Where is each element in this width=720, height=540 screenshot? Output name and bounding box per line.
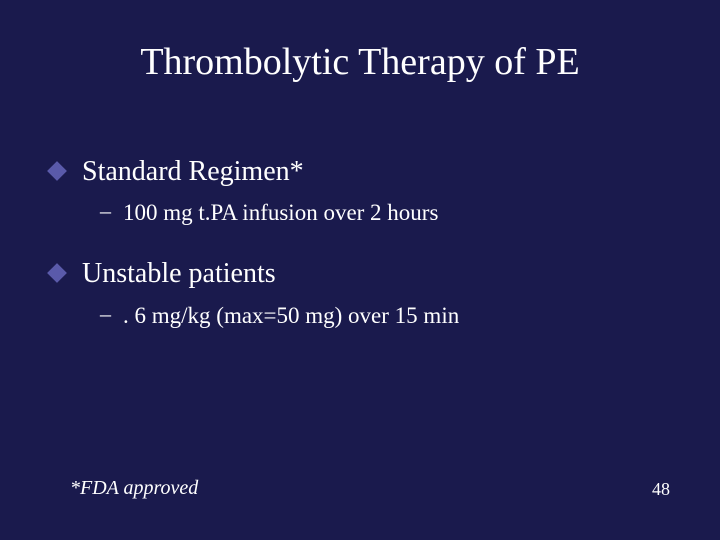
sub-text: . 6 mg/kg (max=50 mg) over 15 min (123, 301, 459, 331)
slide-title: Thrombolytic Therapy of PE (50, 40, 670, 84)
bullet-group-1: Standard Regimen* – 100 mg t.PA infusion… (50, 154, 670, 228)
bullet-text: Unstable patients (82, 256, 276, 292)
page-number: 48 (652, 479, 670, 500)
bullet-item: Unstable patients (50, 256, 670, 292)
bullet-item: Standard Regimen* (50, 154, 670, 190)
diamond-bullet-icon (47, 161, 67, 181)
diamond-bullet-icon (47, 263, 67, 283)
sub-item: – 100 mg t.PA infusion over 2 hours (100, 198, 670, 228)
footnote: *FDA approved (70, 477, 198, 500)
slide-container: Thrombolytic Therapy of PE Standard Regi… (0, 0, 720, 540)
bullet-group-2: Unstable patients – . 6 mg/kg (max=50 mg… (50, 256, 670, 330)
dash-icon: – (100, 301, 111, 327)
sub-item: – . 6 mg/kg (max=50 mg) over 15 min (100, 301, 670, 331)
sub-text: 100 mg t.PA infusion over 2 hours (123, 198, 438, 228)
bullet-text: Standard Regimen* (82, 154, 304, 190)
dash-icon: – (100, 198, 111, 224)
